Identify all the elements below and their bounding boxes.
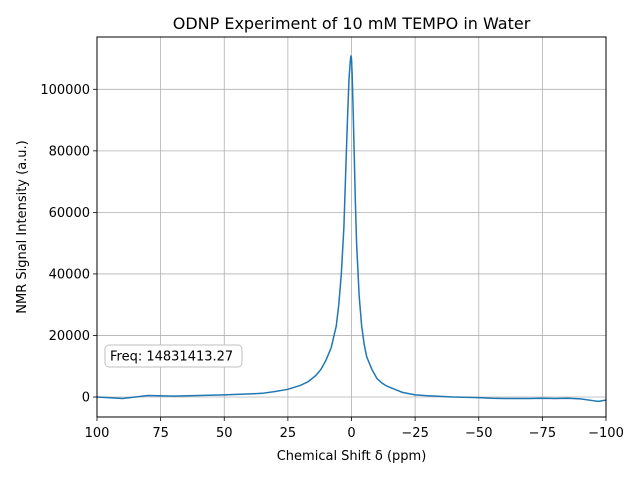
x-tick-label: −75 xyxy=(529,426,556,441)
y-tick-label: 60000 xyxy=(49,206,90,221)
y-tick-label: 20000 xyxy=(49,329,90,344)
y-axis-label: NMR Signal Intensity (a.u.) xyxy=(15,140,30,314)
x-tick-label: −25 xyxy=(401,426,428,441)
y-tick-label: 0 xyxy=(82,391,90,406)
x-tick-label: 0 xyxy=(347,426,355,441)
y-tick-label: 100000 xyxy=(40,83,90,98)
grid xyxy=(96,37,607,417)
annotation-box: Freq: 14831413.27 xyxy=(104,344,243,368)
series-line xyxy=(96,55,607,403)
y-tick-label: 40000 xyxy=(49,267,90,282)
x-tick-label: 75 xyxy=(152,426,169,441)
x-tick-label: −100 xyxy=(588,426,624,441)
axis-ticks: 100 75 50 25 0 −25 −50 −75 −100 0 20000 40000 60000 8… xyxy=(40,83,624,441)
x-tick-label: 25 xyxy=(280,426,297,441)
plot-frame xyxy=(96,36,607,418)
y-tick-label: 80000 xyxy=(49,144,90,159)
chart-title: ODNP Experiment of 10 mM TEMPO in Water xyxy=(173,14,531,33)
annotation-text: Freq: 14831413.27 xyxy=(110,350,233,365)
x-tick-label: −50 xyxy=(465,426,492,441)
x-axis-label: Chemical Shift δ (ppm) xyxy=(277,449,427,464)
x-tick-label: 50 xyxy=(216,426,233,441)
x-tick-label: 100 xyxy=(85,426,110,441)
annotation-frame xyxy=(104,344,243,368)
